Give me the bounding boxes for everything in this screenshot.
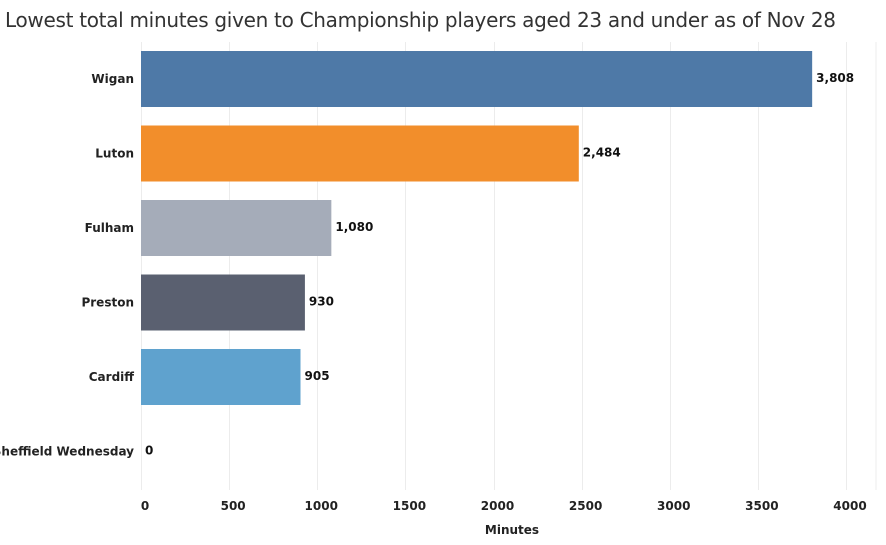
data-label: 905 (305, 369, 330, 383)
x-tick-label: 0 (141, 499, 149, 513)
x-tick-label: 3500 (745, 499, 778, 513)
x-tick-label: 500 (221, 499, 246, 513)
data-label: 930 (309, 295, 334, 309)
data-label: 0 (145, 444, 153, 458)
labels: 0 500 1000 1500 2000 2500 3000 3500 4000 Wigan 3,8… (0, 71, 867, 513)
data-label: 1,080 (335, 220, 373, 234)
category-label: Fulham (85, 221, 134, 235)
data-label: 3,808 (816, 71, 854, 85)
chart-title: Lowest total minutes given to Championsh… (5, 8, 836, 32)
data-label: 2,484 (583, 146, 621, 160)
category-label: Luton (95, 147, 134, 161)
bar (141, 274, 305, 331)
bar (141, 125, 579, 182)
category-label: Preston (81, 296, 134, 310)
category-label: Cardiff (89, 370, 135, 384)
x-tick-label: 3000 (657, 499, 690, 513)
bars (141, 51, 813, 405)
category-label: Wigan (91, 72, 134, 86)
category-label: Sheffield Wednesday (0, 445, 134, 459)
x-tick-label: 1500 (393, 499, 426, 513)
x-tick-label: 4000 (833, 499, 866, 513)
gridlines (141, 42, 877, 490)
bar (141, 349, 301, 405)
x-axis-title: Minutes (485, 523, 539, 537)
bar (141, 51, 813, 107)
bar (141, 200, 332, 256)
x-tick-label: 2500 (569, 499, 602, 513)
x-tick-label: 1000 (305, 499, 338, 513)
x-tick-label: 2000 (481, 499, 514, 513)
